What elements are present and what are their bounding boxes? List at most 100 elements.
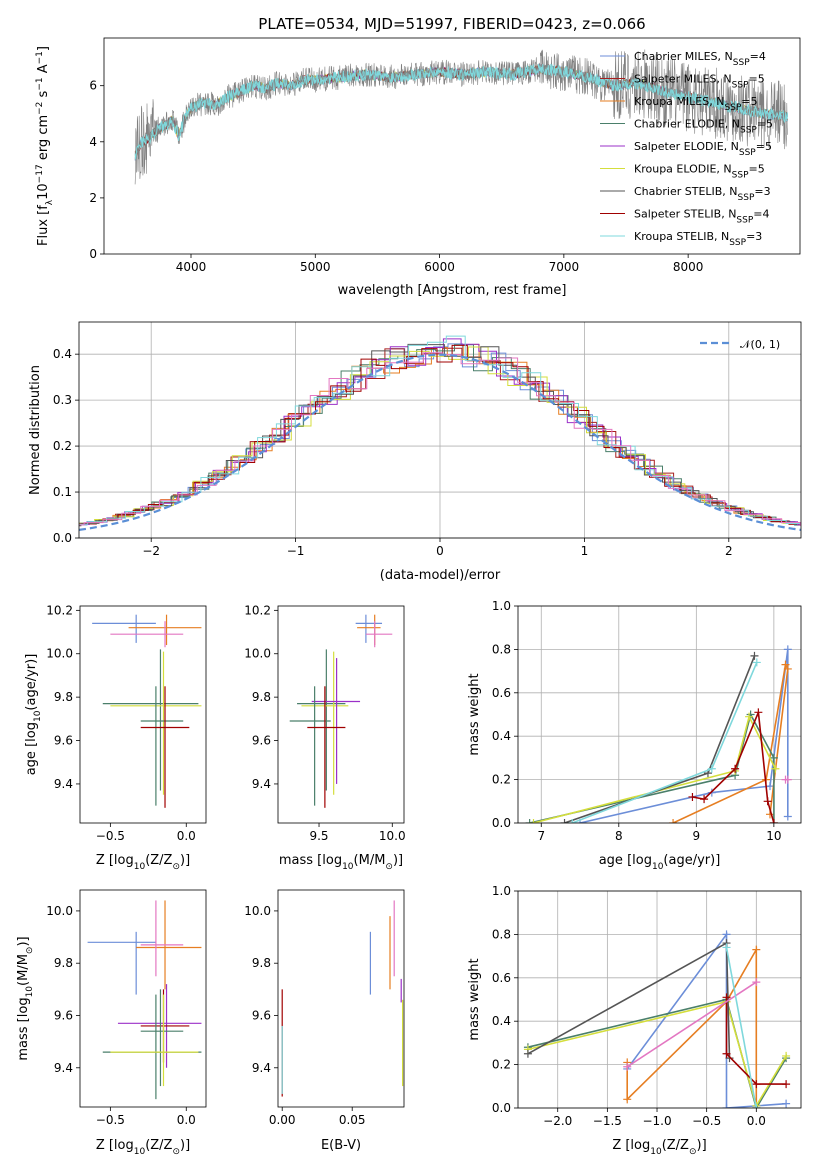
- legend-entry: Kroupa STELIB, NSSP=3: [634, 230, 762, 248]
- weight-marker: [769, 753, 778, 762]
- y-tick-label: 9.4: [252, 777, 271, 791]
- weight-marker: [752, 658, 761, 667]
- label-part: (age/yr)]: [24, 654, 39, 711]
- label-part: =5: [749, 73, 765, 86]
- x-tick-label: 7: [537, 829, 545, 843]
- y-tick-label: 0.0: [492, 816, 511, 830]
- label-part: 10: [25, 986, 35, 998]
- weight-marker: [725, 1054, 734, 1063]
- label-part: 10: [36, 183, 51, 200]
- plot-content: [87, 900, 202, 1100]
- y-tick-label: 9.6: [252, 1008, 271, 1022]
- label-part: (age/yr)]: [663, 853, 720, 868]
- weight-marker: [700, 795, 709, 804]
- label-part: SSP: [732, 81, 749, 91]
- label-part: SSP: [736, 216, 753, 226]
- weight-marker: [782, 1051, 791, 1060]
- y-tick-label: 0.4: [53, 347, 72, 361]
- label-part: =5: [749, 163, 765, 176]
- x-axis-label: Z [log10(Z/Z⊙)]: [96, 853, 190, 872]
- residual-histogram: [79, 343, 801, 527]
- weight-marker: [782, 1099, 791, 1108]
- plot-content: [525, 645, 792, 823]
- y-tick-label: 2: [89, 191, 97, 205]
- weight-marker: [688, 792, 697, 801]
- axes-frame: [103, 37, 801, 255]
- y-tick-label: 9.6: [54, 734, 73, 748]
- label-part: =4: [750, 50, 766, 63]
- mass-Z-axes: −0.5 0.0 9.4 9.6 9.8 10.0: [46, 889, 207, 1127]
- label-part: Chabrier STELIB, N: [634, 185, 738, 198]
- weight-marker: [752, 978, 761, 987]
- x-tick-label: −2: [142, 544, 160, 558]
- x-tick-label: −0.5: [96, 829, 125, 843]
- y-tick-label: 0.4: [492, 729, 511, 743]
- label-part: Kroupa MILES, N: [634, 95, 724, 108]
- y-tick-label: 9.4: [54, 777, 73, 791]
- y-tick-label: 0.8: [492, 642, 511, 656]
- label-part: (Z/Z: [145, 853, 172, 868]
- y-axis-label: age [log10(age/yr)]: [24, 654, 43, 776]
- weight-marker: [560, 819, 569, 823]
- label-part: Z [log: [96, 1138, 134, 1153]
- x-tick-label: 5000: [300, 260, 331, 274]
- weight-marker: [752, 1104, 761, 1108]
- label-part: )]: [393, 853, 403, 868]
- label-part: Salpeter STELIB, N: [634, 208, 736, 221]
- x-tick-label: −1.5: [593, 1114, 622, 1128]
- weight-marker: [769, 819, 778, 823]
- weight-age-axes: 7 8 9 10 0.0 0.2 0.4 0.6 0.8 1.0: [492, 599, 802, 843]
- label-part: mass [log: [279, 853, 342, 868]
- y-tick-label: 0.4: [492, 1014, 511, 1028]
- y-tick-label: 10.0: [46, 647, 73, 661]
- x-tick-label: −0.5: [96, 1113, 125, 1127]
- weight-marker: [783, 812, 792, 821]
- y-tick-label: 0.2: [492, 1058, 511, 1072]
- plot-area: [278, 890, 404, 1107]
- residual-histogram: [79, 335, 801, 525]
- axes-frame: [78, 321, 802, 539]
- label-part: Kroupa ELODIE, N: [634, 163, 732, 176]
- x-tick-label: 0: [436, 544, 444, 558]
- label-part: Salpeter MILES, N: [634, 73, 732, 86]
- label-part: 10: [652, 862, 664, 872]
- best-model-spectrum: [134, 63, 789, 160]
- x-axis-label: (data-model)/error: [380, 568, 501, 583]
- label-part: ⊙: [689, 1147, 697, 1157]
- axes-frame: [277, 889, 405, 1108]
- plot-content: [523, 930, 791, 1108]
- y-tick-label: 10.2: [244, 603, 271, 617]
- label-part: (Z/Z: [662, 1138, 689, 1153]
- legend-entry: Chabrier ELODIE, NSSP=5: [634, 118, 773, 136]
- data-spectrum: [134, 49, 788, 185]
- x-tick-label: 0.0: [747, 1114, 766, 1128]
- label-part: Chabrier MILES, N: [634, 50, 733, 63]
- x-tick-label: 9: [693, 829, 701, 843]
- x-axis-label: Z [log10(Z/Z⊙)]: [612, 1138, 706, 1157]
- x-tick-label: 4000: [176, 260, 207, 274]
- weight-series: [725, 997, 787, 1085]
- residual-axes: −2 −1 0 1 2 0.0 0.1 0.2 0.3 0.4: [53, 321, 802, 558]
- x-tick-label: −1: [287, 544, 305, 558]
- label-part: Z [log: [612, 1138, 650, 1153]
- y-axis-label: mass weight: [467, 958, 482, 1040]
- axes-frame: [277, 605, 405, 824]
- age-Z-axes: −0.5 0.0 9.4 9.6 9.8 10.0 10.2: [46, 603, 207, 843]
- y-tick-label: 0.2: [53, 439, 72, 453]
- legend-entry: Kroupa ELODIE, NSSP=5: [634, 163, 765, 181]
- y-tick-label: 10.0: [46, 904, 73, 918]
- label-part: (M/M: [16, 954, 31, 986]
- weight-marker: [722, 1049, 731, 1058]
- x-tick-label: 8: [615, 829, 623, 843]
- label-part: )]: [697, 1138, 707, 1153]
- label-part: Flux [f: [36, 205, 51, 246]
- x-tick-label: −0.5: [692, 1114, 721, 1128]
- y-tick-label: 6: [89, 79, 97, 93]
- label-part: )]: [180, 853, 190, 868]
- label-part: −1: [35, 77, 45, 90]
- y-tick-label: 9.4: [252, 1061, 271, 1075]
- y-tick-label: 9.8: [54, 690, 73, 704]
- x-axis-label: E(B-V): [321, 1138, 361, 1153]
- y-tick-label: 0.6: [492, 971, 511, 985]
- weight-marker: [763, 797, 772, 806]
